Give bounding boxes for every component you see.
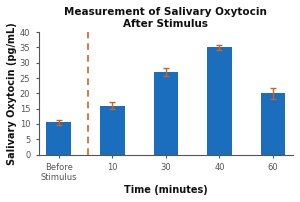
Bar [207, 47, 232, 155]
Title: Measurement of Salivary Oxytocin
After Stimulus: Measurement of Salivary Oxytocin After S… [64, 7, 267, 28]
X-axis label: Time (minutes): Time (minutes) [124, 185, 208, 195]
Bar [46, 122, 71, 155]
Bar [154, 72, 178, 155]
Bar [100, 106, 124, 155]
Y-axis label: Salivary Oxytocin (pg/mL): Salivary Oxytocin (pg/mL) [7, 22, 17, 165]
Bar [261, 93, 285, 155]
